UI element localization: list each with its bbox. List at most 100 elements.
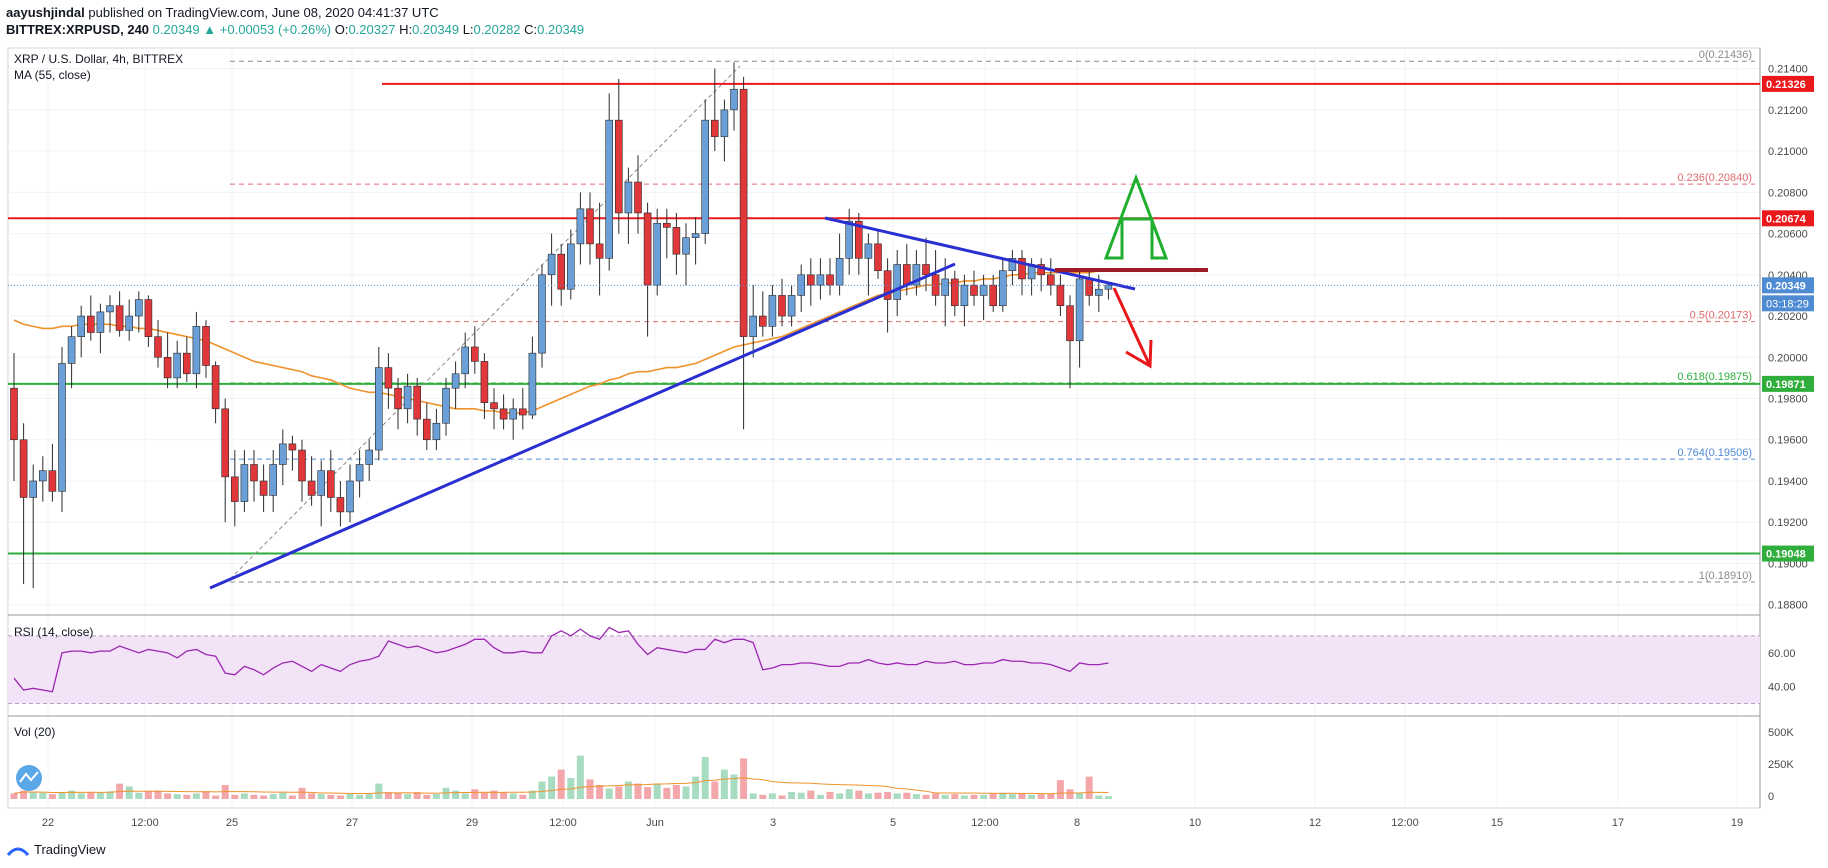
x-tick-label: 8 <box>1074 817 1080 829</box>
candle <box>29 464 38 589</box>
volume-bar <box>461 793 469 799</box>
candle <box>269 450 278 512</box>
candle <box>38 456 47 502</box>
price-chart[interactable]: 0(0.21436) 0.236(0.20840) 0.5(0.20173) 0.61… <box>0 44 1828 834</box>
volume-bar <box>730 774 738 799</box>
candle <box>682 223 690 286</box>
candle-body <box>720 109 729 137</box>
candle <box>739 76 748 430</box>
candle-body <box>355 464 364 482</box>
candle <box>499 394 508 430</box>
candle-body <box>19 439 28 498</box>
volume-bar <box>999 792 1007 799</box>
ascending-trendline <box>209 262 956 590</box>
volume-tick-label: 250K <box>1768 759 1794 771</box>
volume-bar <box>1018 793 1026 799</box>
candle-body <box>10 387 18 441</box>
volume-bar <box>624 781 632 799</box>
volume-bar <box>452 790 460 799</box>
volume-bar <box>96 792 104 799</box>
candle-body <box>135 299 143 317</box>
volume-bar <box>1037 794 1045 799</box>
candle-body <box>499 408 508 420</box>
candle-body <box>653 222 662 286</box>
candle <box>87 295 95 341</box>
volume-bar <box>394 792 402 799</box>
candle-body <box>163 356 172 379</box>
candle-body <box>528 352 537 416</box>
trend-lines <box>209 216 1208 590</box>
volume-bar <box>125 786 133 799</box>
candle <box>288 435 297 471</box>
candle-body <box>432 422 441 441</box>
volume-bar <box>29 792 37 799</box>
volume-bar <box>912 794 920 799</box>
close-label: C: <box>524 22 538 37</box>
candle-body <box>1047 274 1055 286</box>
candle-body <box>374 367 383 451</box>
volume-bar <box>596 785 604 799</box>
volume-bar <box>173 794 181 799</box>
volume-bar <box>941 794 949 799</box>
price-label-text: 0.20349 <box>1766 280 1806 292</box>
x-tick-label: 19 <box>1731 817 1743 829</box>
volume-bar <box>480 792 488 799</box>
candle-body <box>902 264 911 286</box>
volume-bar <box>68 790 76 799</box>
volume-bar <box>711 781 719 799</box>
chart-header: aayushjindal published on TradingView.co… <box>6 4 584 38</box>
candle <box>950 270 959 317</box>
volume-bar <box>749 793 757 799</box>
candle <box>163 332 172 389</box>
volume-bar <box>855 790 863 799</box>
candle <box>653 208 662 296</box>
price-axis[interactable]: 0.214000.212000.210000.208000.206000.204… <box>1768 64 1808 612</box>
candle-body <box>672 227 681 255</box>
candle-body <box>1075 278 1084 342</box>
candle-body <box>1085 278 1093 296</box>
candle <box>547 233 556 306</box>
candle <box>960 274 969 327</box>
candle-body <box>691 233 700 238</box>
candle-body <box>816 274 825 286</box>
candle <box>221 398 229 523</box>
candle <box>1047 258 1055 296</box>
candle-body <box>826 274 834 286</box>
volume-bar <box>260 795 268 799</box>
candle <box>1066 295 1074 389</box>
candle <box>278 429 287 486</box>
footer-brand[interactable]: TradingView <box>34 842 106 857</box>
volume-bar <box>442 787 450 799</box>
price-label-box <box>1762 375 1814 392</box>
candle <box>893 250 902 317</box>
candle-body <box>211 365 220 410</box>
price-label-text: 0.20674 <box>1766 213 1807 225</box>
candle <box>730 62 738 131</box>
volume-bar <box>778 795 786 799</box>
candle <box>1104 283 1113 300</box>
publisher-name[interactable]: aayushjindal <box>6 5 85 20</box>
candle-body <box>566 243 575 290</box>
candle-body <box>710 119 719 137</box>
candle-body <box>125 315 133 331</box>
candle <box>634 155 642 234</box>
x-tick-label: 12 <box>1309 817 1321 829</box>
candle <box>96 303 105 354</box>
candle-body <box>662 222 671 228</box>
candle <box>48 443 57 502</box>
last-price: 0.20349 <box>152 22 200 37</box>
candle-body <box>490 402 498 410</box>
candle-body <box>864 243 873 259</box>
candle <box>662 208 671 259</box>
candle-body <box>298 449 306 482</box>
candle-body <box>1018 258 1026 280</box>
volume-bar <box>701 757 709 799</box>
candle-body <box>682 237 690 255</box>
candle <box>595 202 604 296</box>
x-tick-label: 5 <box>890 817 896 829</box>
time-axis[interactable]: 22 12:00 25 27 29 12:00 Jun 3 5 12:00 8 10 12 12:00 15… <box>42 817 1743 829</box>
candle-body <box>259 480 268 496</box>
countdown-text: 03:18:29 <box>1766 298 1809 310</box>
candle <box>394 377 402 430</box>
candle <box>566 229 575 300</box>
